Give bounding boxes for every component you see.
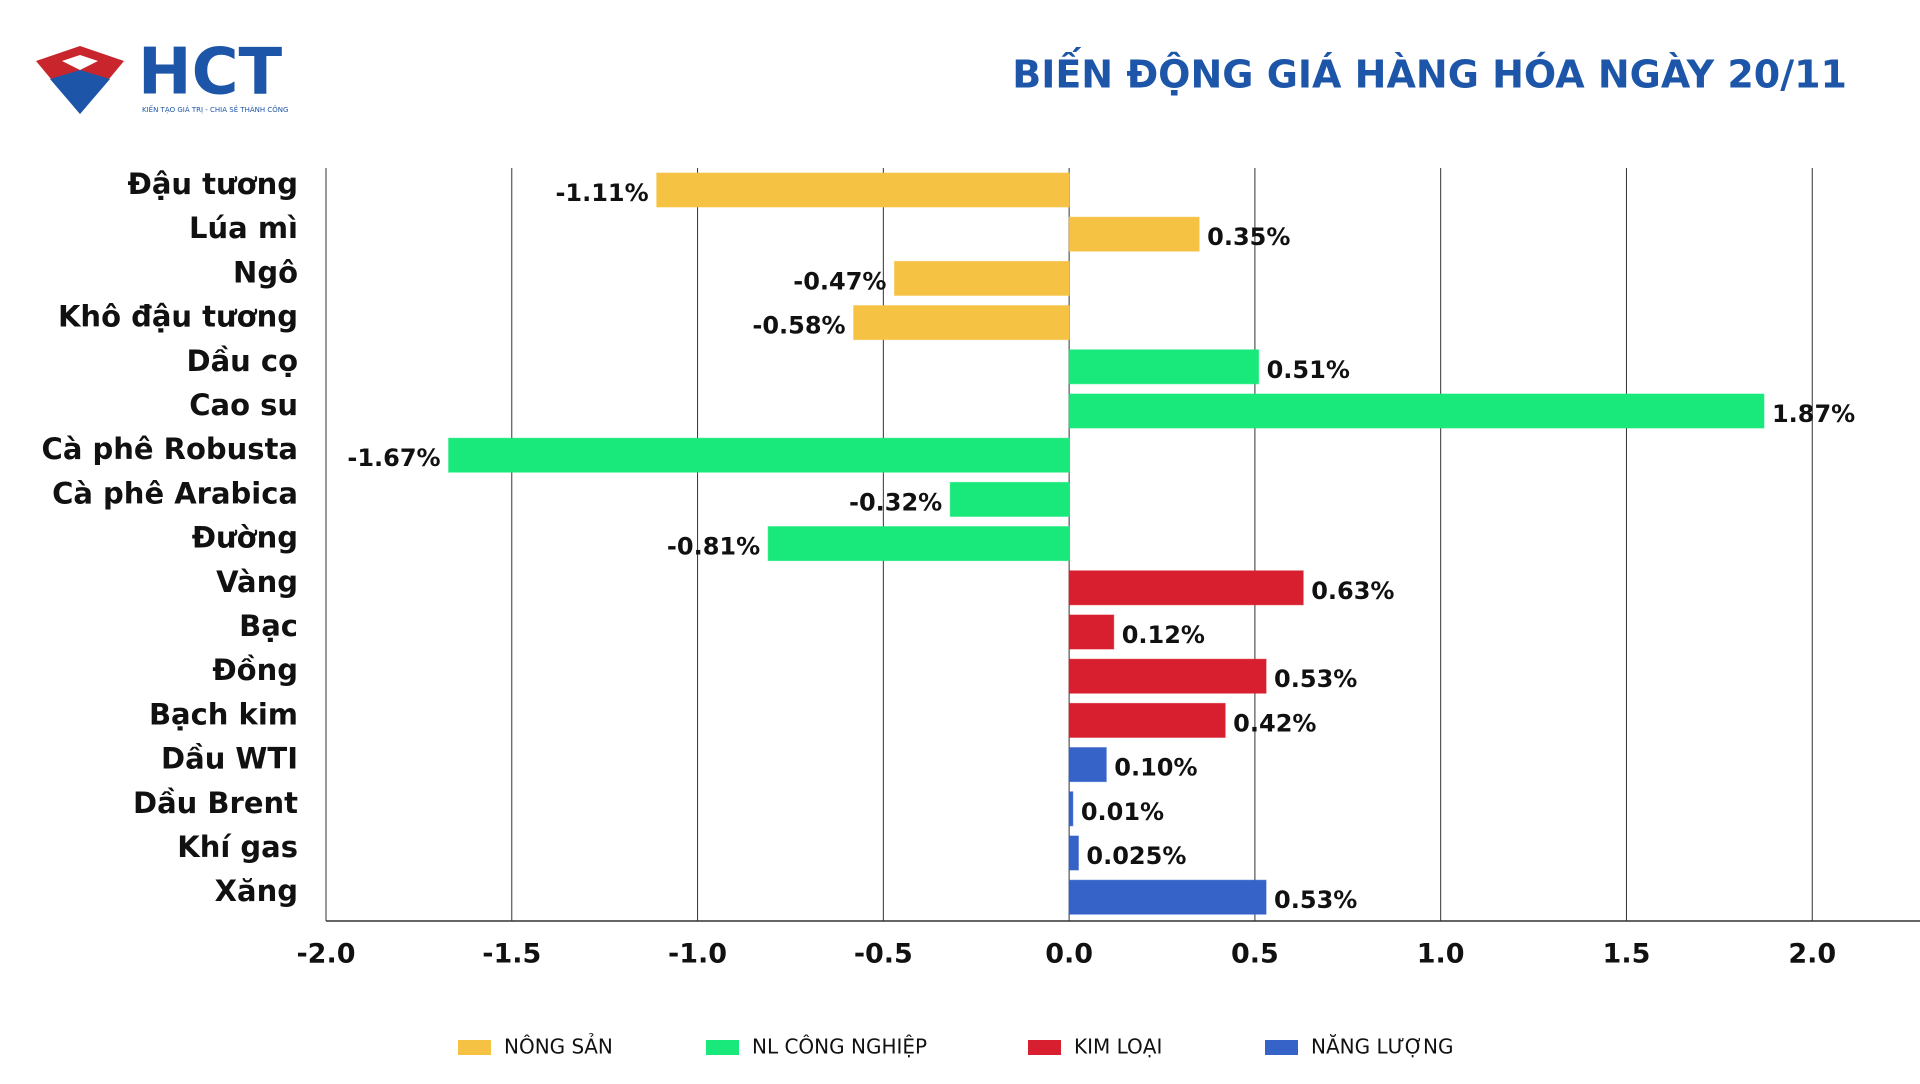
y-tick-label: Lúa mì xyxy=(189,211,298,245)
y-tick-label: Khí gas xyxy=(177,830,298,864)
y-tick-label: Đường xyxy=(192,521,298,555)
y-tick-label: Đậu tương xyxy=(128,167,298,201)
logo: HCT KIẾN TẠO GIÁ TRỊ - CHIA SẺ THÀNH CÔN… xyxy=(36,36,288,114)
data-label: 0.35% xyxy=(1207,223,1290,251)
x-tick-label: 1.0 xyxy=(1417,939,1465,970)
bar xyxy=(656,172,1070,208)
logo-mark-inner xyxy=(50,70,110,114)
y-tick-label: Cao su xyxy=(189,388,298,422)
bar xyxy=(1068,393,1765,429)
x-tick-label: -1.0 xyxy=(668,939,727,970)
logo-tagline: KIẾN TẠO GIÁ TRỊ - CHIA SẺ THÀNH CÔNG xyxy=(142,104,288,114)
data-label: 0.10% xyxy=(1114,754,1197,782)
data-label: -0.81% xyxy=(667,533,760,561)
bar xyxy=(1068,835,1079,871)
data-label: 0.12% xyxy=(1122,621,1205,649)
data-label: -0.47% xyxy=(793,267,886,295)
legend-label: NL CÔNG NGHIỆP xyxy=(752,1035,927,1059)
data-label: 0.53% xyxy=(1274,665,1357,693)
bar xyxy=(893,260,1070,296)
logo-text: HCT xyxy=(138,36,283,110)
y-tick-label: Vàng xyxy=(216,565,298,599)
y-tick-label: Cà phê Arabica xyxy=(52,476,298,510)
bar xyxy=(1068,614,1115,650)
legend-label: NÔNG SẢN xyxy=(504,1034,613,1059)
bar xyxy=(853,305,1070,341)
y-tick-label: Dầu WTI xyxy=(161,742,298,776)
bar xyxy=(1068,349,1260,385)
y-tick-label: Dầu Brent xyxy=(133,786,298,820)
bar xyxy=(1068,791,1074,827)
y-tick-label: Ngô xyxy=(233,255,298,289)
x-tick-label: 0.0 xyxy=(1045,939,1093,970)
legend-swatch xyxy=(458,1040,491,1055)
bar xyxy=(949,481,1070,517)
bar xyxy=(1068,702,1226,738)
data-label: -1.67% xyxy=(347,444,440,472)
bar xyxy=(1068,216,1200,252)
data-label: 0.51% xyxy=(1267,356,1350,384)
data-label: 0.025% xyxy=(1086,842,1186,870)
legend-label: NĂNG LƯỢNG xyxy=(1311,1035,1453,1059)
legend-swatch xyxy=(706,1040,739,1055)
legend-label: KIM LOẠI xyxy=(1074,1035,1162,1059)
data-label: 0.63% xyxy=(1311,577,1394,605)
data-label: -0.58% xyxy=(752,312,845,340)
data-label: 1.87% xyxy=(1772,400,1855,428)
bar xyxy=(1068,747,1107,783)
y-tick-label: Xăng xyxy=(215,874,298,908)
bar xyxy=(448,437,1070,473)
y-tick-label: Bạch kim xyxy=(149,697,298,731)
y-tick-label: Bạc xyxy=(239,609,298,643)
legend-swatch xyxy=(1028,1040,1061,1055)
logo-mark-white xyxy=(62,55,98,70)
x-tick-label: -1.5 xyxy=(482,939,541,970)
x-tick-label: 1.5 xyxy=(1603,939,1651,970)
y-tick-label: Khô đậu tương xyxy=(58,300,298,334)
data-label: 0.42% xyxy=(1233,709,1316,737)
chart-title: BIẾN ĐỘNG GIÁ HÀNG HÓA NGÀY 20/11 xyxy=(1012,48,1847,97)
x-tick-label: 2.0 xyxy=(1788,939,1836,970)
data-label: -0.32% xyxy=(849,488,942,516)
x-tick-label: -2.0 xyxy=(296,939,355,970)
data-label: 0.01% xyxy=(1081,798,1164,826)
data-label: 0.53% xyxy=(1274,886,1357,914)
bar xyxy=(1068,570,1304,606)
data-label: -1.11% xyxy=(555,179,648,207)
bar xyxy=(1068,658,1267,694)
y-tick-label: Đồng xyxy=(212,653,298,687)
x-tick-label: 0.5 xyxy=(1231,939,1279,970)
y-tick-label: Cà phê Robusta xyxy=(42,432,298,466)
bar xyxy=(767,526,1070,562)
bar xyxy=(1068,879,1267,915)
y-tick-label: Dầu cọ xyxy=(187,344,299,378)
legend-swatch xyxy=(1265,1040,1298,1055)
x-tick-label: -0.5 xyxy=(854,939,913,970)
